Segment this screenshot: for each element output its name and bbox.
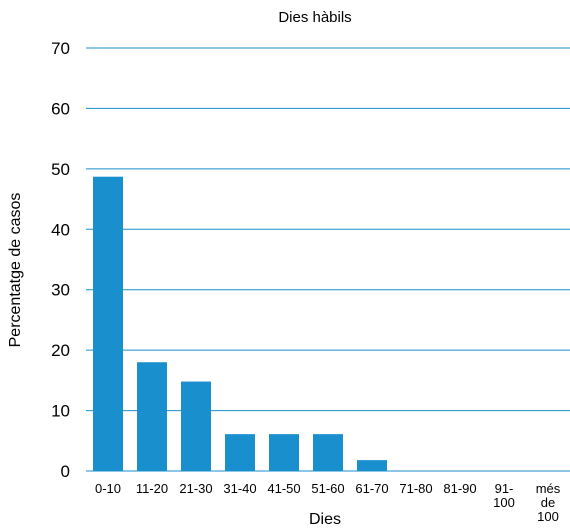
x-axis-title: Dies xyxy=(309,511,341,528)
bar-21-30 xyxy=(181,381,211,471)
bar-0-10 xyxy=(93,176,123,471)
y-tick-label: 20 xyxy=(51,341,70,360)
x-tick-label: 11-20 xyxy=(136,481,168,496)
y-axis-ticks: 0 10 20 30 40 50 60 70 xyxy=(51,39,70,481)
x-tick-label-line: de xyxy=(541,495,555,510)
bar-31-40 xyxy=(225,434,255,471)
y-tick-label: 10 xyxy=(51,402,70,421)
x-tick-label-line: 100 xyxy=(537,509,559,524)
x-tick-label: 81-90 xyxy=(443,481,476,496)
y-tick-label: 50 xyxy=(51,160,70,179)
x-tick-label-line: 41-50 xyxy=(267,481,300,496)
x-tick-label-line: 71-80 xyxy=(399,481,432,496)
x-tick-label: 71-80 xyxy=(399,481,432,496)
x-tick-label: 0-10 xyxy=(95,481,121,496)
y-tick-label: 30 xyxy=(51,281,70,300)
x-tick-label: 51-60 xyxy=(311,481,344,496)
x-tick-label-line: 0-10 xyxy=(95,481,121,496)
y-tick-label: 60 xyxy=(51,99,70,118)
x-tick-label-line: 21-30 xyxy=(179,481,212,496)
bar-61-70 xyxy=(357,460,387,471)
x-tick-label: 41-50 xyxy=(267,481,300,496)
bar-51-60 xyxy=(313,434,343,471)
x-tick-label-line: 51-60 xyxy=(311,481,344,496)
x-tick-label-line: 91- xyxy=(495,481,514,496)
x-tick-label-line: 11-20 xyxy=(136,481,168,496)
y-tick-label: 40 xyxy=(51,220,70,239)
x-tick-label: 91-100 xyxy=(493,481,515,510)
x-tick-label-line: 100 xyxy=(493,495,515,510)
x-axis-ticks: 0-10 11-20 21-30 31-40 41-50 51-60 61-70 71-80 8… xyxy=(95,481,561,524)
x-tick-label-line: 61-70 xyxy=(355,481,388,496)
y-tick-label: 0 xyxy=(61,462,70,481)
bar-41-50 xyxy=(269,434,299,471)
x-tick-label-line: 31-40 xyxy=(223,481,256,496)
x-tick-label: 61-70 xyxy=(355,481,388,496)
y-axis-title: Percentatge de casos xyxy=(7,193,24,348)
chart-title: Dies hàbils xyxy=(278,9,351,26)
x-tick-label: 21-30 xyxy=(179,481,212,496)
bar-11-20 xyxy=(137,362,167,471)
x-tick-label: més de 100 xyxy=(536,481,561,524)
x-tick-label-line: 81-90 xyxy=(443,481,476,496)
y-tick-label: 70 xyxy=(51,39,70,58)
bars xyxy=(93,176,387,471)
x-tick-label: 31-40 xyxy=(223,481,256,496)
x-tick-label-line: més xyxy=(536,481,561,496)
